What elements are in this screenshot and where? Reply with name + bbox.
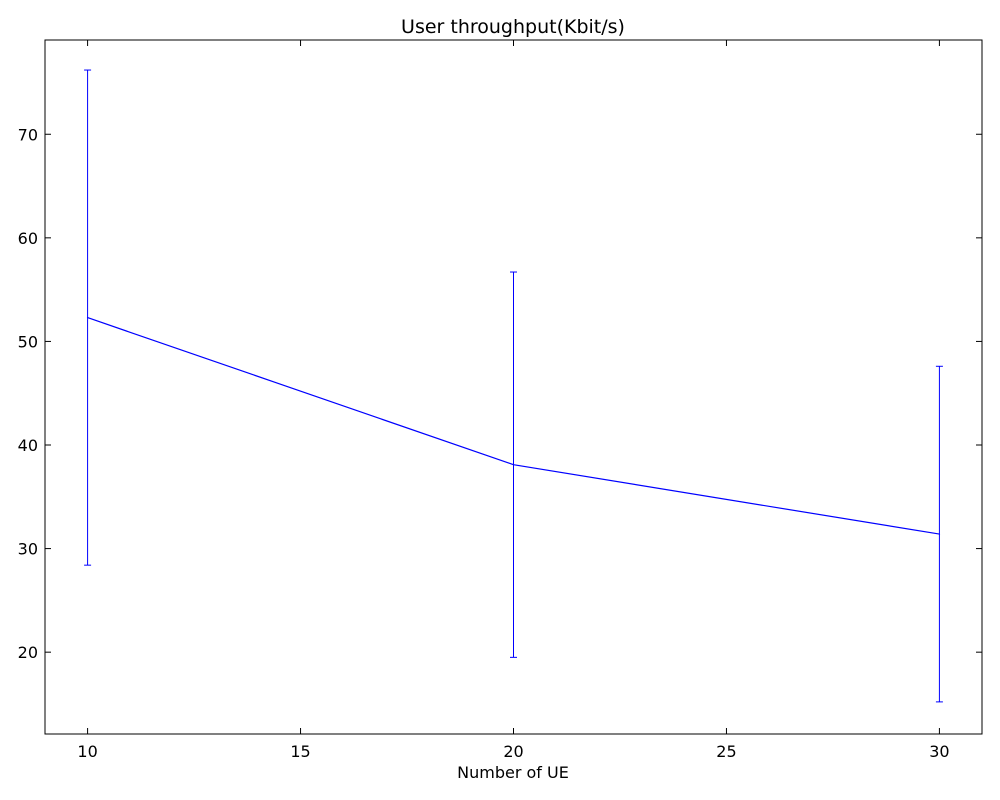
y-tick-label: 50 [18,332,38,351]
data-point [938,533,941,535]
y-tick-label: 60 [18,229,38,248]
x-tick-label: 20 [503,742,523,761]
y-tick-label: 30 [18,540,38,559]
series-layer [84,69,943,703]
plot-frame [44,39,983,735]
x-tick-label: 25 [716,742,736,761]
y-tick-label: 20 [18,643,38,662]
y-tick-label: 40 [18,436,38,455]
data-point [86,317,89,319]
x-tick-label: 10 [77,742,97,761]
data-point [512,464,515,466]
chart-title: User throughput(Kbit/s) [401,16,625,38]
y-tick-label: 70 [18,125,38,144]
x-axis-label: Number of UE [457,763,569,782]
ticks-layer: 10 15 20 25 30 20 30 40 50 60 70 [18,40,982,761]
x-tick-label: 15 [290,742,310,761]
x-tick-label: 30 [929,742,949,761]
